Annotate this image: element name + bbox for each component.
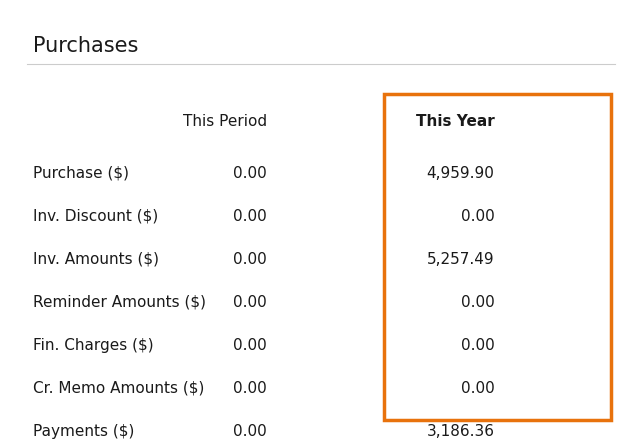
Text: Cr. Memo Amounts ($): Cr. Memo Amounts ($) xyxy=(33,381,204,396)
Text: 0.00: 0.00 xyxy=(233,337,267,353)
Text: 0.00: 0.00 xyxy=(461,381,495,396)
Text: 5,257.49: 5,257.49 xyxy=(427,252,495,267)
Text: 0.00: 0.00 xyxy=(461,295,495,310)
Text: 0.00: 0.00 xyxy=(233,252,267,267)
Text: Inv. Discount ($): Inv. Discount ($) xyxy=(33,209,158,224)
Text: Fin. Charges ($): Fin. Charges ($) xyxy=(33,337,154,353)
Text: Purchase ($): Purchase ($) xyxy=(33,166,129,181)
Text: Payments ($): Payments ($) xyxy=(33,424,135,439)
Text: Reminder Amounts ($): Reminder Amounts ($) xyxy=(33,295,206,310)
Text: 0.00: 0.00 xyxy=(461,209,495,224)
Text: 0.00: 0.00 xyxy=(233,424,267,439)
Text: 0.00: 0.00 xyxy=(461,337,495,353)
Text: 0.00: 0.00 xyxy=(233,166,267,181)
Text: 4,959.90: 4,959.90 xyxy=(427,166,495,181)
Text: 0.00: 0.00 xyxy=(233,209,267,224)
Text: 0.00: 0.00 xyxy=(233,295,267,310)
Text: Purchases: Purchases xyxy=(33,36,138,56)
Text: 3,186.36: 3,186.36 xyxy=(427,424,495,439)
Text: This Period: This Period xyxy=(183,114,267,129)
Text: 0.00: 0.00 xyxy=(233,381,267,396)
Text: Inv. Amounts ($): Inv. Amounts ($) xyxy=(33,252,159,267)
Text: This Year: This Year xyxy=(416,114,495,129)
